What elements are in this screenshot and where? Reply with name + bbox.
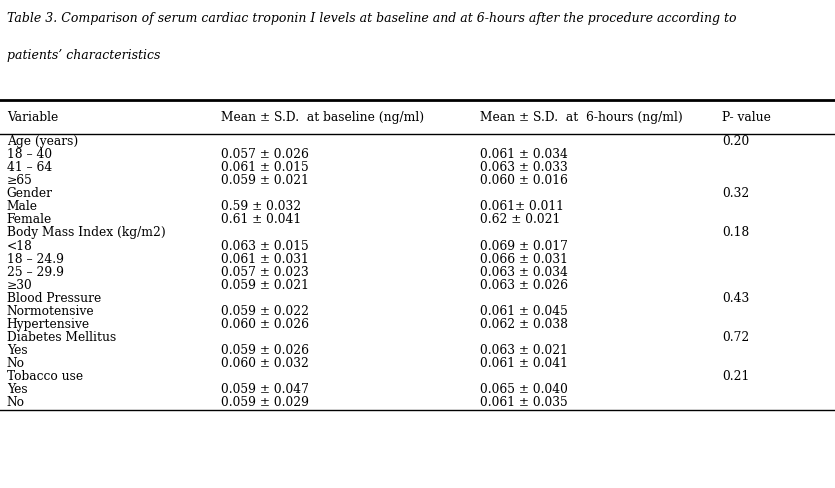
Text: 0.060 ± 0.026: 0.060 ± 0.026 <box>221 318 309 331</box>
Text: 0.59 ± 0.032: 0.59 ± 0.032 <box>221 200 301 213</box>
Text: 0.069 ± 0.017: 0.069 ± 0.017 <box>480 240 568 252</box>
Text: 0.063 ± 0.033: 0.063 ± 0.033 <box>480 161 568 174</box>
Text: Yes: Yes <box>7 384 28 396</box>
Text: Tobacco use: Tobacco use <box>7 370 83 383</box>
Text: 0.18: 0.18 <box>722 226 750 240</box>
Text: 0.059 ± 0.021: 0.059 ± 0.021 <box>221 174 309 187</box>
Text: 0.62 ± 0.021: 0.62 ± 0.021 <box>480 213 560 226</box>
Text: <18: <18 <box>7 240 33 252</box>
Text: 0.61 ± 0.041: 0.61 ± 0.041 <box>221 213 301 226</box>
Text: 18 – 24.9: 18 – 24.9 <box>7 253 63 265</box>
Text: Mean ± S.D.  at baseline (ng/ml): Mean ± S.D. at baseline (ng/ml) <box>221 111 424 123</box>
Text: Variable: Variable <box>7 111 58 123</box>
Text: 0.059 ± 0.029: 0.059 ± 0.029 <box>221 396 309 409</box>
Text: 41 – 64: 41 – 64 <box>7 161 52 174</box>
Text: 0.057 ± 0.023: 0.057 ± 0.023 <box>221 265 309 279</box>
Text: 0.061 ± 0.031: 0.061 ± 0.031 <box>221 253 309 265</box>
Text: 0.062 ± 0.038: 0.062 ± 0.038 <box>480 318 568 331</box>
Text: Age (years): Age (years) <box>7 135 78 148</box>
Text: 0.059 ± 0.021: 0.059 ± 0.021 <box>221 279 309 292</box>
Text: ≥30: ≥30 <box>7 279 33 292</box>
Text: 0.061 ± 0.034: 0.061 ± 0.034 <box>480 148 568 161</box>
Text: 0.061 ± 0.015: 0.061 ± 0.015 <box>221 161 309 174</box>
Text: 25 – 29.9: 25 – 29.9 <box>7 265 63 279</box>
Text: 0.065 ± 0.040: 0.065 ± 0.040 <box>480 384 568 396</box>
Text: Mean ± S.D.  at  6-hours (ng/ml): Mean ± S.D. at 6-hours (ng/ml) <box>480 111 683 123</box>
Text: 0.059 ± 0.047: 0.059 ± 0.047 <box>221 384 309 396</box>
Text: Female: Female <box>7 213 52 226</box>
Text: Yes: Yes <box>7 344 28 357</box>
Text: 0.061± 0.011: 0.061± 0.011 <box>480 200 564 213</box>
Text: Table 3. Comparison of serum cardiac troponin I levels at baseline and at 6-hour: Table 3. Comparison of serum cardiac tro… <box>7 12 736 25</box>
Text: 0.066 ± 0.031: 0.066 ± 0.031 <box>480 253 568 265</box>
Text: 0.063 ± 0.026: 0.063 ± 0.026 <box>480 279 568 292</box>
Text: 0.32: 0.32 <box>722 187 750 200</box>
Text: No: No <box>7 357 25 370</box>
Text: 0.20: 0.20 <box>722 135 750 148</box>
Text: 0.72: 0.72 <box>722 331 750 344</box>
Text: 0.063 ± 0.021: 0.063 ± 0.021 <box>480 344 568 357</box>
Text: No: No <box>7 396 25 409</box>
Text: patients’ characteristics: patients’ characteristics <box>7 49 160 62</box>
Text: 18 – 40: 18 – 40 <box>7 148 52 161</box>
Text: 0.21: 0.21 <box>722 370 750 383</box>
Text: 0.061 ± 0.041: 0.061 ± 0.041 <box>480 357 568 370</box>
Text: 0.063 ± 0.034: 0.063 ± 0.034 <box>480 265 568 279</box>
Text: Normotensive: Normotensive <box>7 305 94 318</box>
Text: Blood Pressure: Blood Pressure <box>7 292 101 305</box>
Text: Hypertensive: Hypertensive <box>7 318 90 331</box>
Text: 0.061 ± 0.045: 0.061 ± 0.045 <box>480 305 568 318</box>
Text: Male: Male <box>7 200 38 213</box>
Text: Gender: Gender <box>7 187 53 200</box>
Text: 0.43: 0.43 <box>722 292 750 305</box>
Text: 0.059 ± 0.022: 0.059 ± 0.022 <box>221 305 309 318</box>
Text: 0.061 ± 0.035: 0.061 ± 0.035 <box>480 396 568 409</box>
Text: Diabetes Mellitus: Diabetes Mellitus <box>7 331 116 344</box>
Text: ≥65: ≥65 <box>7 174 33 187</box>
Text: 0.063 ± 0.015: 0.063 ± 0.015 <box>221 240 309 252</box>
Text: 0.060 ± 0.016: 0.060 ± 0.016 <box>480 174 568 187</box>
Text: P- value: P- value <box>722 111 772 123</box>
Text: 0.059 ± 0.026: 0.059 ± 0.026 <box>221 344 309 357</box>
Text: 0.057 ± 0.026: 0.057 ± 0.026 <box>221 148 309 161</box>
Text: 0.060 ± 0.032: 0.060 ± 0.032 <box>221 357 309 370</box>
Text: Body Mass Index (kg/m2): Body Mass Index (kg/m2) <box>7 226 165 240</box>
